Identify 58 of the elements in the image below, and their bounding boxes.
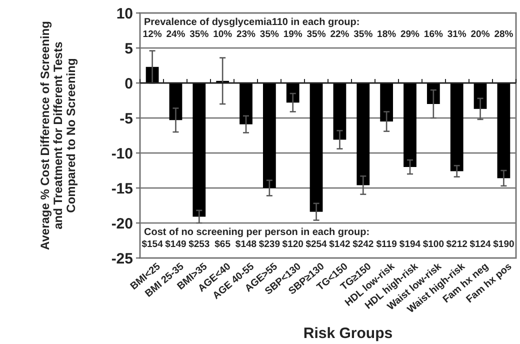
annotation: 35%	[260, 29, 280, 40]
annotation: 24%	[166, 29, 186, 40]
bar	[286, 83, 300, 103]
annotation: $190	[493, 239, 514, 250]
y-tick-label: -15	[111, 180, 133, 198]
annotation: $100	[422, 239, 444, 250]
bar	[192, 83, 206, 217]
annotation: 22%	[330, 29, 350, 40]
annotation: $239	[258, 239, 280, 250]
annotation: 19%	[283, 29, 303, 40]
annotation: Prevalence of dysglycemia110 in each group:	[144, 17, 360, 28]
y-tick-label: -25	[111, 250, 133, 268]
annotation: 35%	[190, 29, 210, 40]
annotation: 10%	[213, 29, 233, 40]
bar	[426, 83, 440, 104]
bar	[450, 83, 464, 172]
y-tick-label: 10	[116, 5, 133, 22]
y-tick-label: 0	[124, 75, 133, 92]
annotation: 18%	[377, 29, 397, 40]
bar	[333, 83, 346, 140]
y-tick-label: -20	[111, 215, 133, 232]
bar	[356, 83, 370, 186]
bar	[240, 83, 252, 124]
annotation: $242	[352, 239, 374, 250]
bar	[380, 83, 394, 122]
y-tick-label: -10	[111, 145, 133, 162]
y-tick-label: 5	[124, 40, 133, 58]
annotation: 20%	[470, 29, 490, 40]
y-tick-label: -5	[120, 110, 133, 128]
annotation: $254	[306, 239, 328, 250]
annotation: $142	[329, 239, 350, 250]
annotation: $119	[376, 239, 397, 250]
bar	[169, 83, 182, 120]
annotation: $154	[142, 239, 164, 250]
annotation: 23%	[236, 29, 256, 40]
annotation: $65	[214, 239, 232, 250]
annotation: 31%	[447, 29, 467, 40]
bar	[474, 83, 487, 109]
bar	[310, 83, 323, 212]
bar	[497, 83, 510, 178]
x-axis-title: Risk Groups	[303, 325, 393, 342]
annotation: $194	[399, 239, 422, 250]
bar	[404, 83, 416, 167]
annotation: 12%	[142, 29, 162, 40]
y-axis-title: Average % Cost Difference of Screening and Treatment for Different Tests Compared to No Screening	[38, 21, 78, 250]
annotation: $212	[446, 239, 468, 250]
annotation: 35%	[354, 29, 374, 40]
annotation: 28%	[494, 29, 514, 40]
annotation: $120	[282, 239, 304, 250]
annotation: 29%	[400, 29, 420, 40]
annotation: $148	[235, 239, 257, 250]
annotation: $149	[165, 239, 186, 250]
annotation: $124	[470, 239, 492, 250]
annotation: 35%	[306, 29, 326, 40]
annotation: $253	[188, 239, 210, 250]
annotation: Cost of no screening per person in each group:	[144, 227, 370, 238]
bar	[262, 83, 276, 188]
annotation: 16%	[424, 29, 444, 40]
